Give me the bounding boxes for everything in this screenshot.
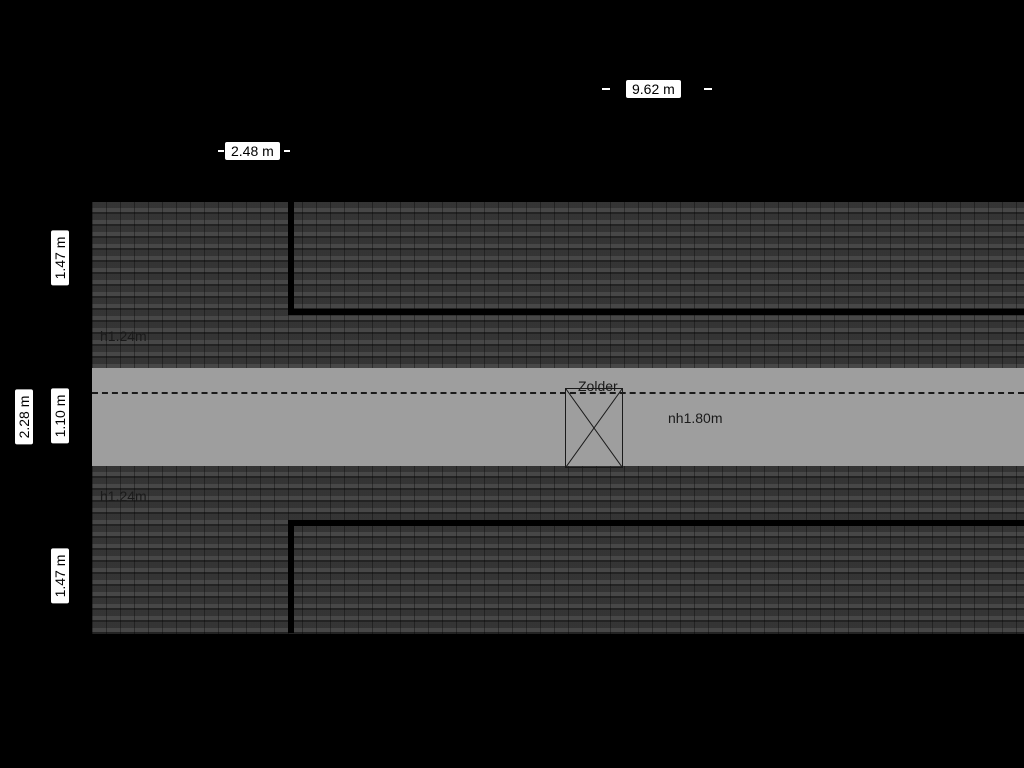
panel-outline-top [288,202,1024,315]
dim-top-small: 2.48 m [225,142,280,160]
attic-floor-band [92,368,1024,466]
label-nh: nh1.80m [668,410,722,426]
dim-tick [218,150,224,152]
roof-hatch [565,388,623,468]
dim-tick [704,88,712,90]
label-h-top: h1.24m [100,328,147,344]
label-zolder: Zolder [578,378,618,394]
dim-top-wide: 9.62 m [626,80,681,98]
dim-tick [602,88,610,90]
dim-tick [284,150,290,152]
panel-outline-bottom [288,520,1024,633]
ridge-line [92,392,1024,394]
dim-left-upper: 1.47 m [51,231,69,286]
label-h-bottom: h1.24m [100,488,147,504]
dim-left-outer-mid: 2.28 m [15,390,33,445]
dim-left-lower: 1.47 m [51,549,69,604]
dim-left-inner-mid: 1.10 m [51,389,69,444]
